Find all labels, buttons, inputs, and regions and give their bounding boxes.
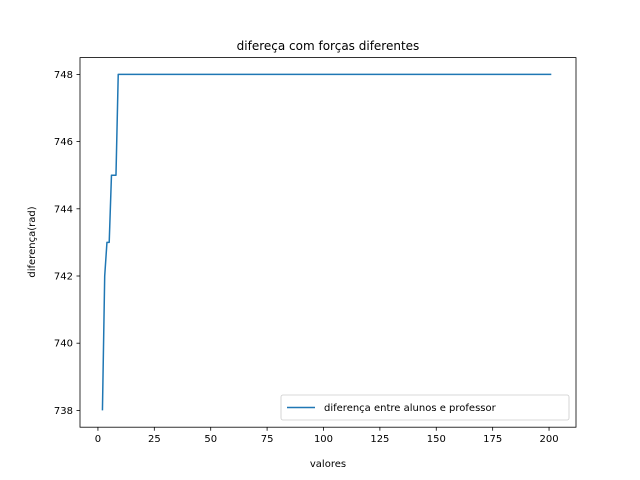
legend-label: diferença entre alunos e professor (324, 403, 497, 414)
x-tick-label: 175 (483, 434, 502, 445)
x-tick-label: 100 (314, 434, 333, 445)
x-tick-label: 75 (261, 434, 274, 445)
chart-title: difereça com forças diferentes (237, 39, 420, 53)
y-tick-label: 744 (54, 204, 73, 215)
x-axis-label: valores (310, 459, 346, 470)
y-tick-label: 738 (54, 406, 73, 417)
x-axis-ticks: 0 25 50 75 100 125 150 175 200 (95, 427, 559, 445)
y-tick-label: 742 (54, 272, 73, 283)
y-tick-label: 740 (54, 339, 73, 350)
legend-box (280, 394, 570, 421)
plot-frame (79, 57, 577, 428)
x-tick-label: 125 (370, 434, 389, 445)
x-tick-label: 200 (539, 434, 558, 445)
x-tick-label: 25 (148, 434, 161, 445)
y-axis-label: diferença(rad) (27, 206, 38, 277)
x-tick-label: 0 (95, 434, 101, 445)
series-line (101, 73, 552, 411)
x-tick-label: 50 (204, 434, 217, 445)
plot-area (101, 73, 552, 411)
x-tick-label: 150 (427, 434, 446, 445)
y-tick-label: 746 (54, 137, 73, 148)
y-tick-label: 748 (54, 70, 73, 81)
y-axis-ticks: 738 740 742 744 746 748 (54, 70, 80, 417)
legend: diferença entre alunos e professor (280, 394, 570, 421)
